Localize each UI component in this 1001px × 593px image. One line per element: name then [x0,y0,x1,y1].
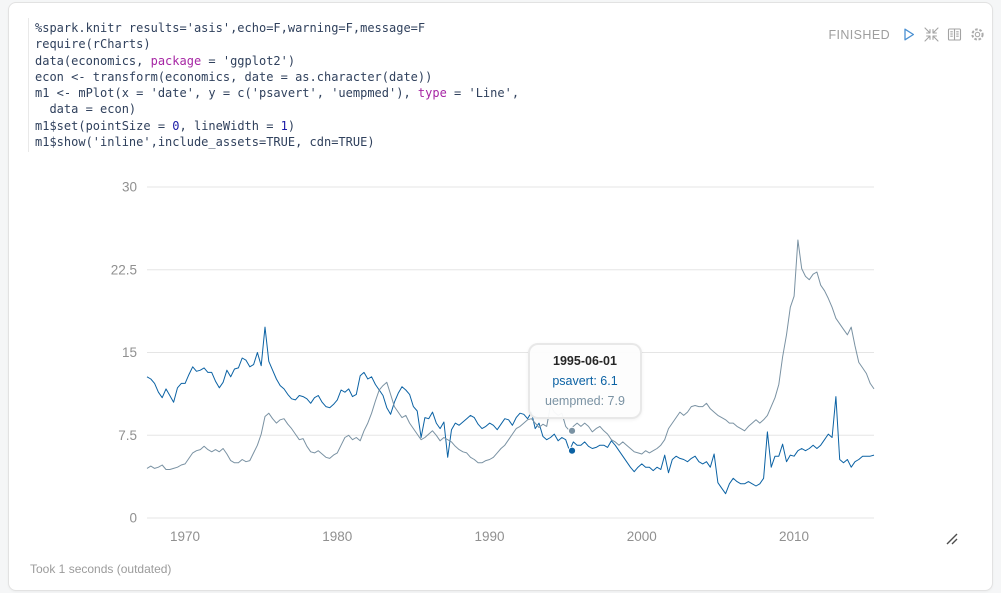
code-line: %spark.knitr results='asis',echo=F,warni… [35,21,426,35]
run-paragraph-button[interactable] [900,26,917,43]
execution-time-note: Took 1 seconds (outdated) [30,562,172,576]
code-line: econ <- transform(economics, date = as.c… [35,69,433,84]
code-line: data = econ) [35,102,137,117]
gear-icon [969,26,986,43]
shrink-paragraph-button[interactable] [923,26,940,43]
y-tick-label: 7.5 [118,428,137,443]
y-tick-label: 15 [122,345,137,360]
toggle-editor-button[interactable] [946,26,963,43]
shrink-icon [923,26,940,43]
uempmed-hover-dot [567,426,577,435]
psavert-hover-dot [567,446,577,455]
uempmed-line [146,239,875,470]
y-tick-label: 30 [122,180,137,195]
settings-button[interactable] [969,26,986,43]
x-tick-label: 1970 [170,529,200,544]
x-tick-label: 1990 [475,529,505,544]
code-line: m1 <- mPlot(x = 'date', y = c('psavert',… [35,86,520,101]
y-tick-label: 0 [129,511,137,526]
economics-line-chart[interactable]: 0 7.5 15 22.5 30 1970 1980 1990 2000 2010 [9,173,992,573]
play-icon [900,26,917,43]
notebook-paragraph: %spark.knitr results='asis',echo=F,warni… [8,2,993,591]
book-icon [946,26,963,43]
code-block[interactable]: %spark.knitr results='asis',echo=F,warni… [28,18,842,153]
y-tick-label: 22.5 [111,262,137,277]
code-line: require(rCharts) [35,37,151,52]
resize-handle[interactable] [945,532,959,546]
code-line: m1$show('inline',include_assets=TRUE, cd… [35,135,375,150]
psavert-line [146,326,875,495]
x-tick-label: 2000 [627,529,657,544]
paragraph-controls: FINISHED [828,26,986,43]
code-line: m1$set(pointSize = 0, lineWidth = 1) [35,118,296,133]
status-badge: FINISHED [828,27,890,42]
x-tick-label: 1980 [322,529,352,544]
x-tick-label: 2010 [779,529,809,544]
code-line: data(economics, package = 'ggplot2') [35,53,296,68]
